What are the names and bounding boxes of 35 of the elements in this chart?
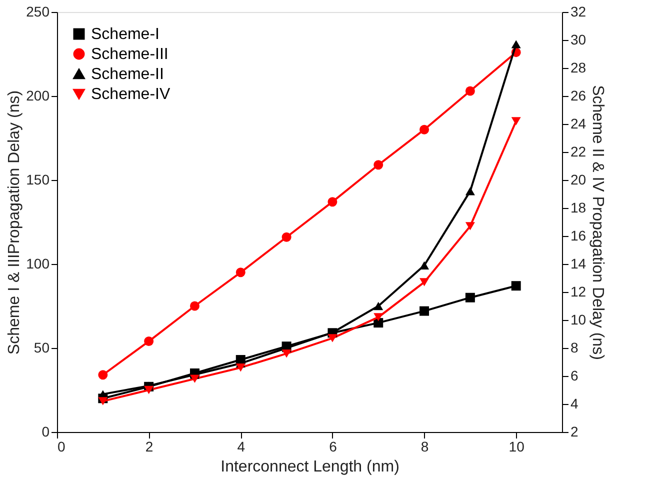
y2-tick-label: 6: [570, 368, 578, 384]
legend-label: Scheme-I: [91, 26, 160, 43]
x-tick-label: 6: [329, 438, 338, 454]
y-tick-label: 0: [42, 424, 50, 440]
y2-tick-label: 26: [570, 88, 586, 104]
y2-axis-title: Scheme II & IV Propagation Delay (ns): [589, 85, 606, 360]
legend-label: Scheme-III: [91, 46, 168, 63]
y2-tick-label: 32: [570, 4, 586, 20]
y2-tick-label: 12: [570, 284, 586, 300]
x-tick-label: 8: [420, 438, 429, 454]
y2-tick-label: 30: [570, 32, 586, 48]
legend-label: Scheme-IV: [91, 86, 170, 103]
y2-tick-label: 16: [570, 228, 586, 244]
y2-tick-label: 8: [570, 340, 578, 356]
y-tick-label: 150: [26, 172, 50, 188]
legend-label: Scheme-II: [91, 66, 164, 83]
y-axis-title: Scheme I & IIIPropagation Delay (ns): [6, 90, 24, 355]
y2-tick-label: 2: [570, 424, 578, 440]
x-tick-label: 0: [58, 438, 66, 454]
y-tick-label: 100: [26, 256, 50, 272]
y2-tick-label: 14: [570, 256, 586, 272]
y2-tick-label: 4: [570, 396, 578, 412]
y-tick-label: 200: [26, 88, 50, 104]
y-tick-label: 250: [26, 4, 50, 20]
y2-tick-label: 24: [570, 116, 586, 132]
y2-tick-label: 28: [570, 60, 586, 76]
y2-tick-label: 22: [570, 144, 586, 160]
x-tick-label: 2: [145, 438, 154, 454]
x-tick-label: 10: [508, 438, 525, 454]
y2-tick-label: 18: [570, 200, 586, 216]
y2-tick-label: 20: [570, 172, 586, 188]
x-axis-title: Interconnect Length (nm): [220, 458, 400, 476]
x-tick-label: 4: [237, 438, 246, 454]
y-tick-label: 50: [34, 340, 50, 356]
y2-tick-label: 10: [570, 312, 586, 328]
